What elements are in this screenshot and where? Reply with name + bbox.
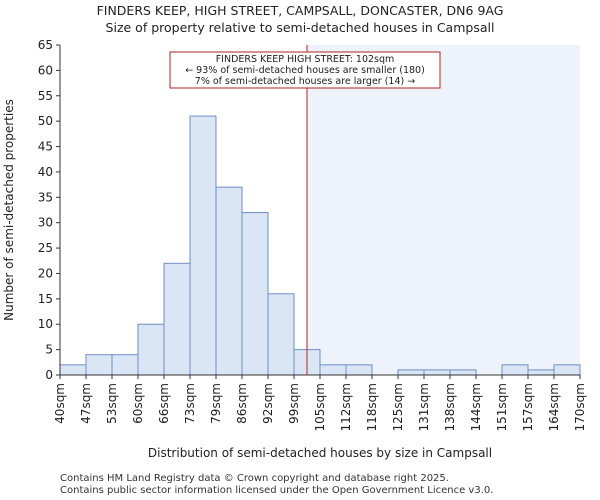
y-tick-label: 50 (38, 114, 53, 128)
chart-subtitle: Size of property relative to semi-detach… (105, 20, 495, 35)
x-tick-label: 138sqm (443, 383, 457, 431)
x-tick-label: 92sqm (261, 383, 275, 424)
y-tick-label: 10 (38, 317, 53, 331)
x-tick-label: 164sqm (547, 383, 561, 431)
histogram-bar (111, 354, 139, 376)
x-tick-label: 144sqm (469, 383, 483, 431)
histogram-bar (189, 115, 217, 376)
x-tick-label: 118sqm (365, 383, 379, 431)
histogram-bar (553, 364, 581, 376)
x-tick-label: 131sqm (417, 383, 431, 431)
annotation-text: ← 93% of semi-detached houses are smalle… (185, 65, 425, 76)
annotation-box (169, 51, 441, 89)
y-tick-label: 0 (45, 368, 53, 382)
larger-region-highlight (307, 45, 580, 375)
y-tick-label: 35 (38, 190, 53, 204)
x-tick-label: 151sqm (495, 383, 509, 431)
y-tick-label: 60 (38, 63, 53, 77)
chart-title: FINDERS KEEP, HIGH STREET, CAMPSALL, DON… (96, 3, 504, 18)
y-tick-label: 15 (38, 292, 53, 306)
x-tick-label: 86sqm (235, 383, 249, 424)
histogram-bar (527, 369, 555, 376)
y-tick-label: 5 (45, 343, 53, 357)
histogram-bar (423, 369, 451, 376)
histogram-bar (241, 212, 269, 376)
x-tick-label: 157sqm (521, 383, 535, 431)
y-axis-title: Number of semi-detached properties (2, 99, 16, 321)
footer-copyright: Contains HM Land Registry data © Crown c… (60, 473, 449, 484)
y-tick-label: 45 (38, 140, 53, 154)
y-tick-label: 30 (38, 216, 53, 230)
y-tick-label: 55 (38, 89, 53, 103)
histogram-bar (59, 364, 87, 376)
footer-licence: Contains public sector information licen… (60, 485, 494, 496)
histogram-bar (319, 364, 347, 376)
x-tick-label: 47sqm (79, 383, 93, 424)
histogram-bar (163, 262, 191, 376)
x-tick-label: 66sqm (157, 383, 171, 424)
y-tick-label: 25 (38, 241, 53, 255)
x-tick-label: 105sqm (313, 383, 327, 431)
histogram-chart: 0 5 10 15 20 25 30 35 40 45 50 55 60 65 40sqm 47sqm 53sq… (2, 38, 587, 460)
x-tick-label: 99sqm (287, 383, 301, 424)
y-tick-label: 65 (38, 38, 53, 52)
x-tick-label: 40sqm (53, 383, 67, 424)
x-tick-label: 79sqm (209, 383, 223, 424)
histogram-bar (85, 354, 113, 376)
histogram-bar (397, 369, 425, 376)
x-tick-label: 60sqm (131, 383, 145, 424)
annotation-text: FINDERS KEEP HIGH STREET: 102sqm (216, 54, 395, 65)
histogram-bar (267, 293, 295, 376)
x-tick-label: 73sqm (183, 383, 197, 424)
x-tick-label: 112sqm (339, 383, 353, 431)
x-axis-title: Distribution of semi-detached houses by … (148, 446, 492, 460)
histogram-bar (449, 369, 477, 376)
x-tick-label: 53sqm (105, 383, 119, 424)
histogram-bar (137, 323, 165, 376)
x-tick-label: 170sqm (573, 383, 587, 431)
y-tick-label: 20 (38, 266, 53, 280)
x-tick-label: 125sqm (391, 383, 405, 431)
histogram-bar (345, 364, 373, 376)
annotation-text: 7% of semi-detached houses are larger (1… (195, 76, 415, 87)
histogram-bar (501, 364, 529, 376)
y-tick-label: 40 (38, 165, 53, 179)
histogram-bar (215, 186, 243, 376)
